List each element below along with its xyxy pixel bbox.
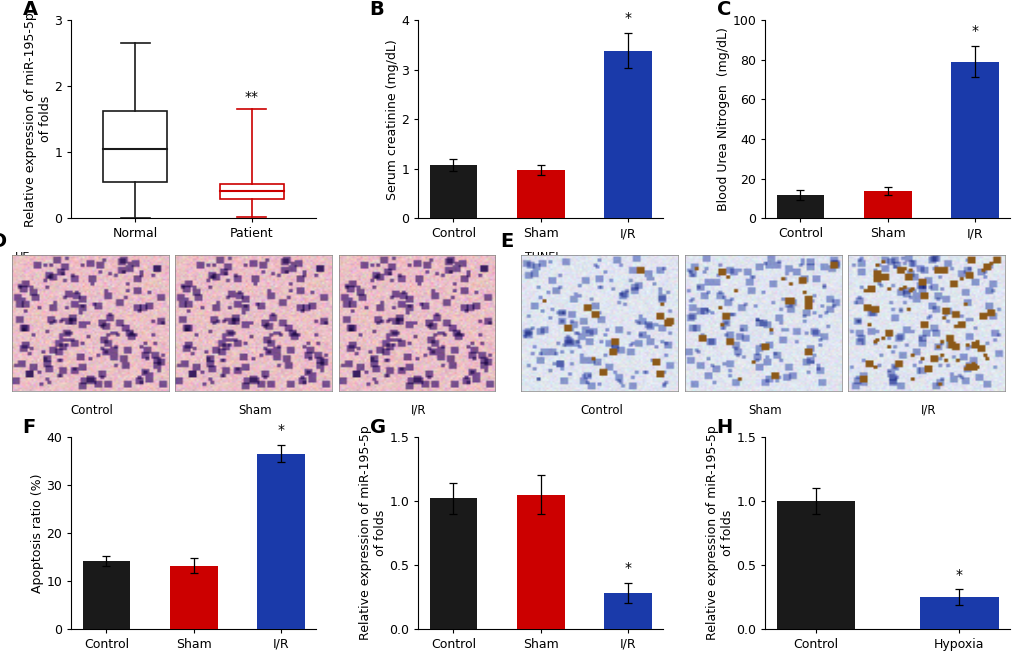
Text: Control: Control	[580, 404, 623, 417]
Bar	[517, 170, 564, 218]
Bar	[775, 195, 823, 218]
Bar	[950, 62, 998, 218]
Text: E: E	[499, 232, 513, 251]
Text: B: B	[369, 0, 384, 19]
Text: I/R: I/R	[411, 404, 426, 417]
Bar	[83, 561, 130, 629]
Y-axis label: Blood Urea Nitrogen  (mg/dL): Blood Urea Nitrogen (mg/dL)	[716, 27, 729, 211]
Text: G: G	[369, 418, 385, 437]
Text: *: *	[970, 24, 977, 38]
Text: F: F	[22, 418, 36, 437]
Text: Control: Control	[70, 404, 113, 417]
Bar	[603, 593, 651, 629]
Bar	[863, 191, 911, 218]
Bar	[429, 166, 477, 218]
Text: H: H	[716, 418, 732, 437]
Y-axis label: Apoptosis ratio (%): Apoptosis ratio (%)	[31, 473, 44, 592]
Bar	[775, 501, 855, 629]
Text: D: D	[0, 232, 7, 251]
Text: TUNEL: TUNEL	[524, 252, 560, 261]
Bar	[257, 453, 305, 629]
Bar	[219, 184, 283, 199]
Text: **: **	[245, 90, 259, 104]
Bar	[169, 565, 217, 629]
Y-axis label: Serum creatinine (mg/dL): Serum creatinine (mg/dL)	[385, 39, 398, 199]
Text: HE: HE	[15, 252, 31, 261]
Bar	[517, 495, 564, 629]
Y-axis label: Relative expression of miR-195-5p
of folds: Relative expression of miR-195-5p of fol…	[705, 426, 733, 640]
Text: *: *	[277, 424, 284, 438]
Text: A: A	[22, 0, 38, 19]
Text: *: *	[955, 567, 962, 581]
Text: Sham: Sham	[747, 404, 781, 417]
Y-axis label: Relative expression of miR-195-5p
of folds: Relative expression of miR-195-5p of fol…	[23, 12, 52, 226]
Bar	[919, 597, 998, 629]
Text: I/R: I/R	[919, 404, 935, 417]
Bar	[103, 111, 167, 182]
Text: C: C	[716, 0, 731, 19]
Bar	[429, 498, 477, 629]
Text: *: *	[624, 561, 631, 575]
Text: Sham: Sham	[238, 404, 272, 417]
Text: *: *	[624, 11, 631, 25]
Y-axis label: Relative expression of miR-195-5p
of folds: Relative expression of miR-195-5p of fol…	[359, 426, 386, 640]
Bar	[603, 51, 651, 218]
